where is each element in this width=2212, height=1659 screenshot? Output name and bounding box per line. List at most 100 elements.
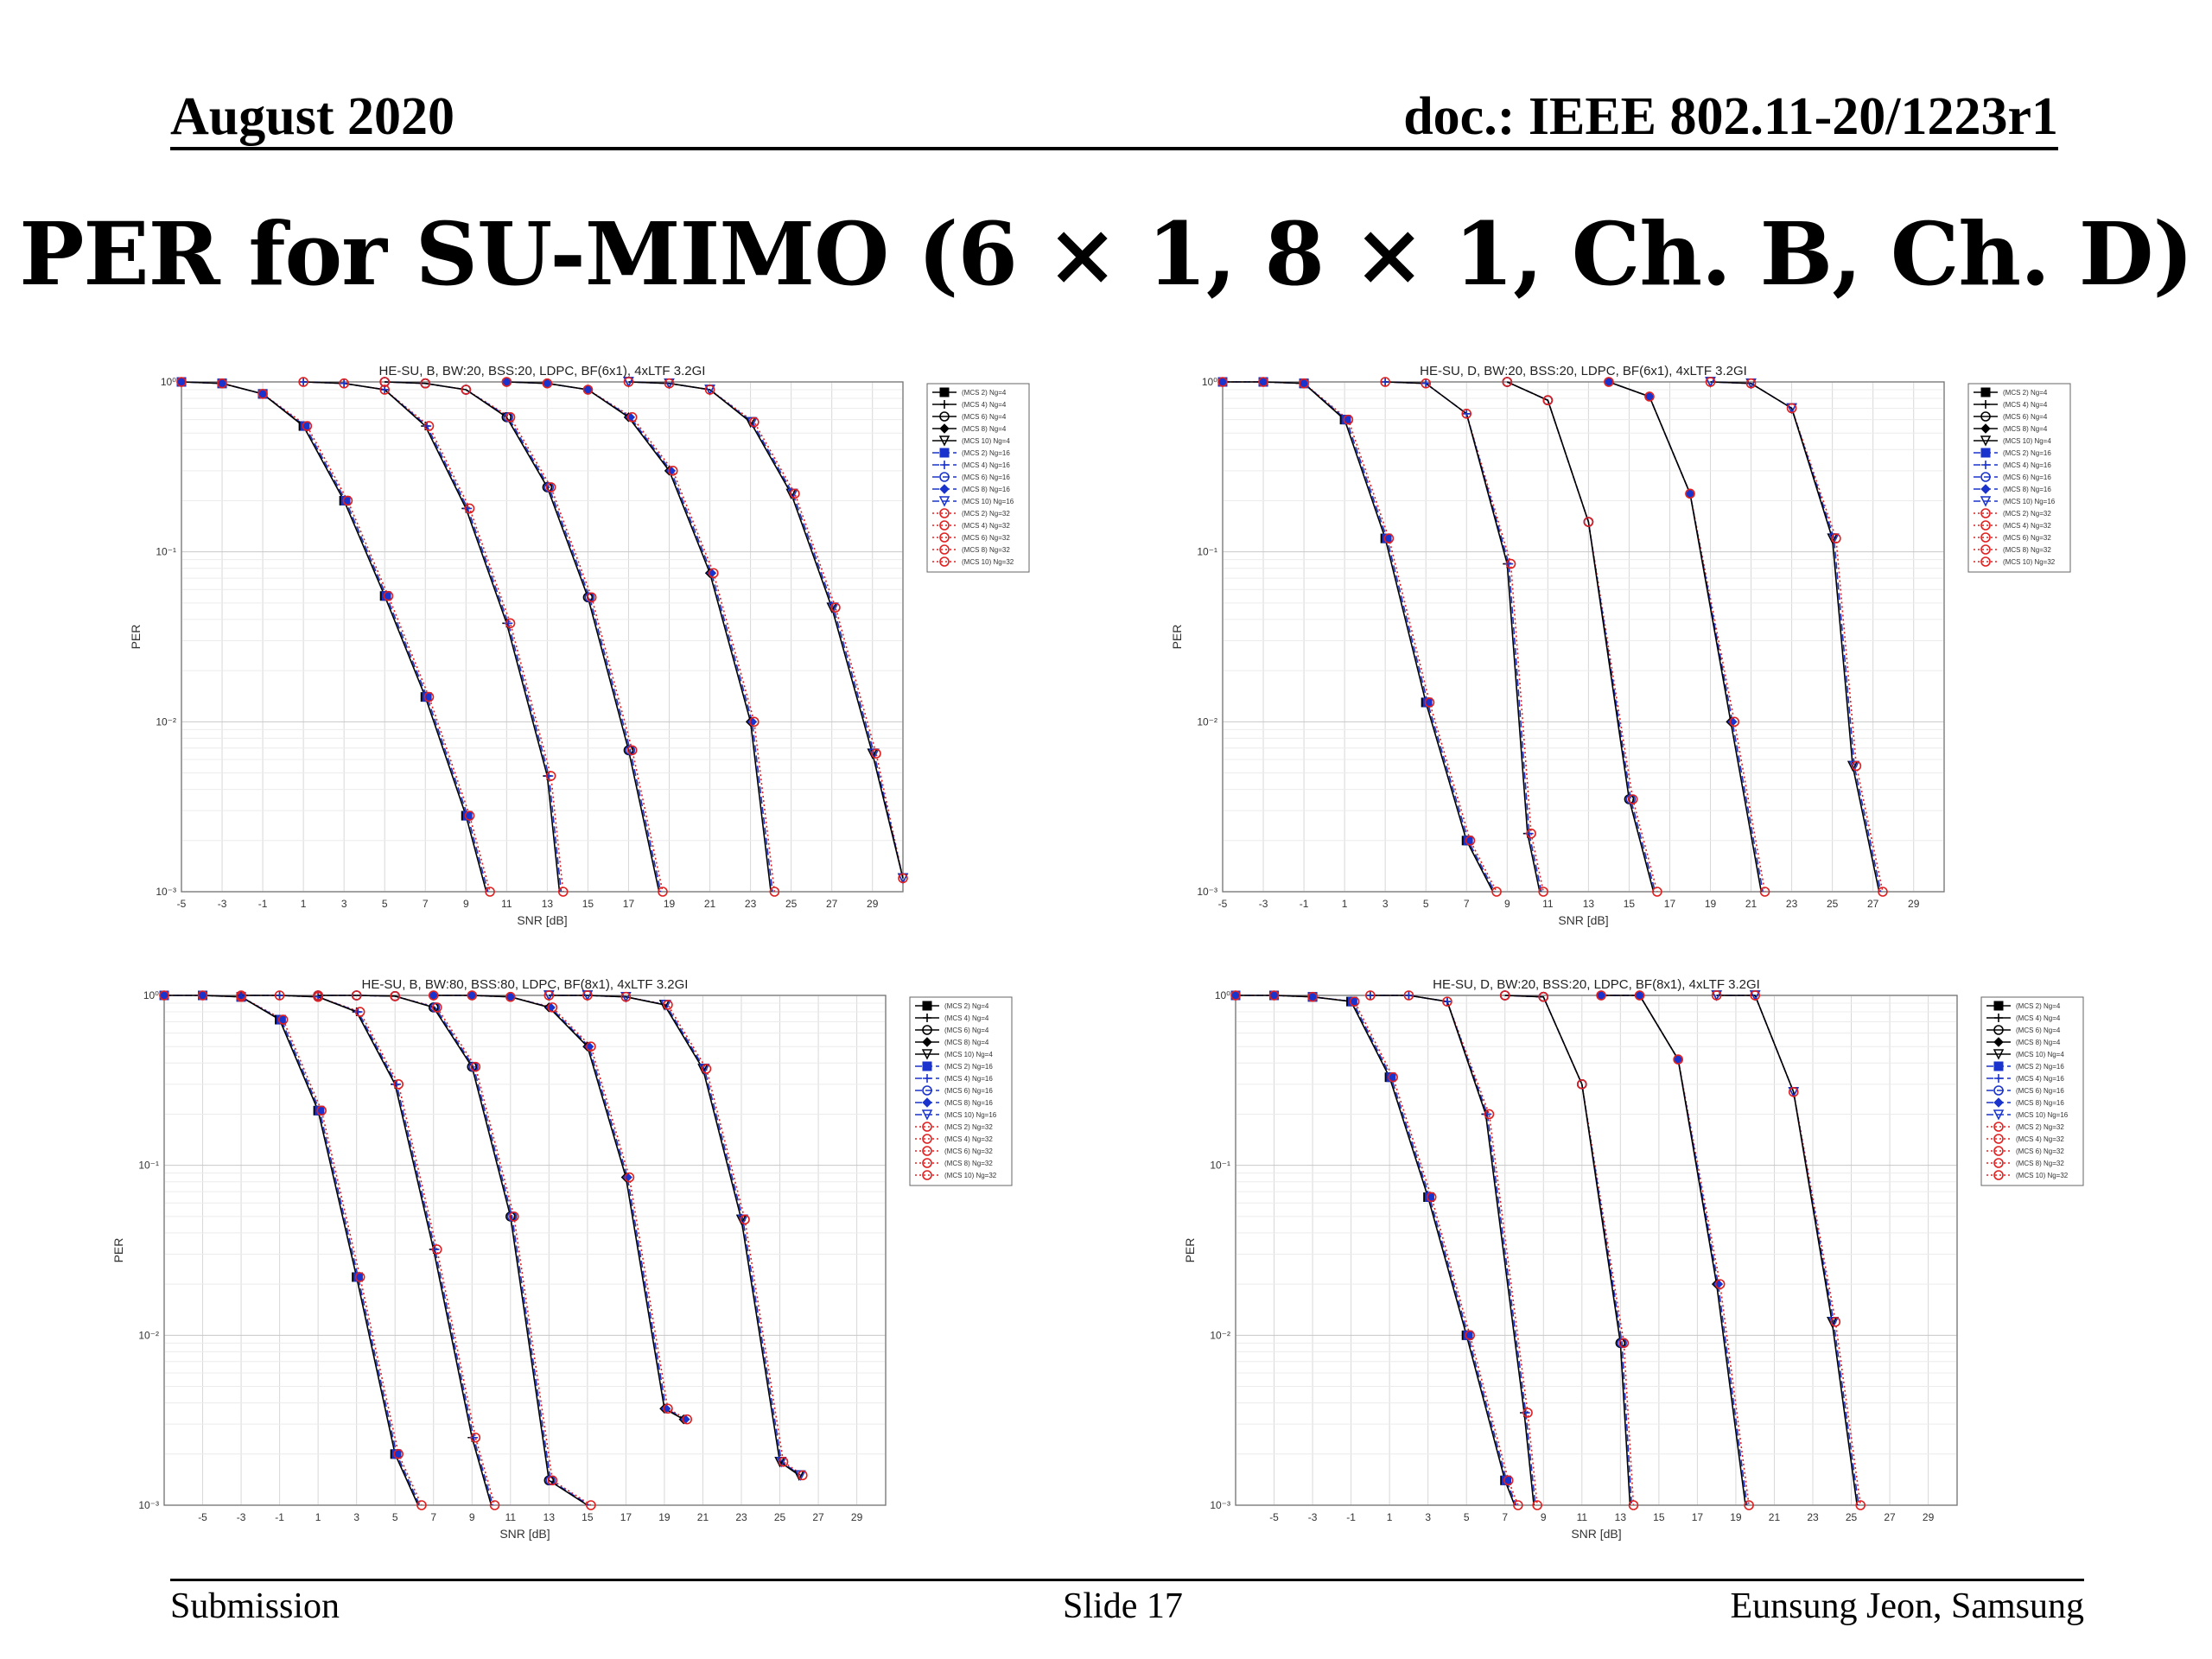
x-tick-label: 11 bbox=[1542, 898, 1554, 910]
legend-marker bbox=[1980, 423, 1991, 434]
x-tick-label: 9 bbox=[1504, 898, 1510, 910]
marker-mcs10-ng32 bbox=[701, 1064, 712, 1074]
x-tick-label: 1 bbox=[1387, 1511, 1393, 1523]
y-tick-label: 10⁻³ bbox=[1197, 886, 1217, 898]
curve-mcs10-ng4 bbox=[549, 995, 800, 1477]
marker-mcs10-ng32 bbox=[620, 991, 632, 1002]
marker-mcs8-ng32 bbox=[1729, 716, 1740, 728]
legend-label: (MCS 2) Ng=4 bbox=[944, 1002, 989, 1010]
marker-mcs6-ng32 bbox=[1583, 517, 1594, 527]
marker-mcs4-ng32 bbox=[1403, 990, 1414, 1001]
header-rule bbox=[170, 147, 2058, 150]
legend-label: (MCS 4) Ng=16 bbox=[2016, 1075, 2064, 1083]
marker-mcs8-ng32 bbox=[749, 716, 760, 728]
marker-mcs10-ng32 bbox=[1878, 887, 1888, 897]
x-tick-label: 23 bbox=[745, 898, 757, 910]
y-axis-label: PER bbox=[1170, 625, 1184, 650]
x-tick-label: 11 bbox=[501, 898, 512, 910]
x-tick-label: -5 bbox=[1218, 898, 1228, 910]
legend-marker bbox=[1980, 484, 1991, 494]
x-tick-label: 23 bbox=[1807, 1511, 1819, 1523]
legend-marker bbox=[923, 1074, 931, 1083]
marker-mcs6-ng32 bbox=[505, 412, 516, 423]
legend-label: (MCS 10) Ng=32 bbox=[2016, 1172, 2069, 1179]
marker-mcs6-ng32 bbox=[390, 991, 401, 1001]
x-tick-label: 25 bbox=[785, 898, 798, 910]
marker-mcs6-ng32 bbox=[1627, 794, 1638, 804]
legend-marker bbox=[1993, 1097, 2004, 1108]
marker-mcs4-ng32 bbox=[1461, 408, 1472, 419]
legend-label: (MCS 2) Ng=16 bbox=[2016, 1063, 2064, 1071]
legend-marker bbox=[1993, 1085, 2004, 1096]
per-chart-d-6x1: -5 -3 -1 1 3 5 7 9 11 13 15 17 19 21 23 25 27 2910⁰10⁻¹10… bbox=[1170, 364, 2071, 927]
marker-mcs4-ng32 bbox=[1380, 377, 1390, 387]
header-date: August 2020 bbox=[170, 87, 455, 146]
per-chart-b-8x1: -5 -3 -1 1 3 5 7 9 11 13 15 17 19 21 23 25 27 2910⁰10⁻¹10… bbox=[111, 977, 1013, 1541]
marker-mcs4-ng32 bbox=[1538, 887, 1548, 897]
marker-mcs10-ng32 bbox=[790, 488, 800, 499]
marker-mcs4-ng16 bbox=[275, 991, 284, 1000]
y-tick-label: 10⁻¹ bbox=[156, 546, 176, 558]
legend-marker bbox=[1993, 1134, 2004, 1144]
marker-mcs10-ng32 bbox=[798, 1470, 808, 1481]
legend-label: (MCS 2) Ng=16 bbox=[962, 449, 1010, 457]
legend-label: (MCS 2) Ng=4 bbox=[962, 389, 1007, 397]
marker-mcs6-ng32 bbox=[1499, 990, 1510, 1001]
legend-marker bbox=[1993, 1109, 2005, 1121]
x-tick-label: 29 bbox=[1923, 1511, 1935, 1523]
x-axis-label: SNR [dB] bbox=[499, 1527, 550, 1541]
legend-label: (MCS 10) Ng=4 bbox=[2016, 1051, 2064, 1058]
legend-label: (MCS 6) Ng=32 bbox=[962, 534, 1010, 542]
x-tick-label: 23 bbox=[1786, 898, 1798, 910]
marker-mcs8-ng32 bbox=[467, 990, 478, 1001]
legend-label: (MCS 10) Ng=16 bbox=[962, 498, 1014, 505]
marker-mcs10-ng32 bbox=[1705, 377, 1716, 387]
x-tick-label: 5 bbox=[1423, 898, 1429, 910]
x-tick-label: -5 bbox=[177, 898, 187, 910]
legend-label: (MCS 8) Ng=4 bbox=[962, 425, 1007, 433]
legend-marker bbox=[939, 387, 950, 397]
x-tick-label: 13 bbox=[1615, 1511, 1627, 1523]
footer-rule bbox=[170, 1579, 2084, 1581]
legend-marker bbox=[939, 544, 950, 555]
legend-label: (MCS 8) Ng=32 bbox=[2016, 1160, 2064, 1167]
legend-box bbox=[1967, 383, 2071, 573]
curve-mcs4-ng4 bbox=[241, 995, 493, 1506]
legend-marker bbox=[922, 1001, 932, 1011]
legend-label: (MCS 10) Ng=32 bbox=[962, 558, 1014, 566]
marker-mcs10-ng32 bbox=[664, 378, 675, 389]
legend-label: (MCS 6) Ng=32 bbox=[944, 1147, 993, 1155]
legend-label: (MCS 4) Ng=32 bbox=[944, 1135, 993, 1143]
marker-mcs8-ng32 bbox=[1714, 1279, 1726, 1289]
x-tick-label: -3 bbox=[1308, 1511, 1318, 1523]
curve-mcs6-ng4 bbox=[1506, 381, 1655, 893]
slide-title: PER for SU-MIMO (6 × 1, 8 × 1, Ch. B, Ch… bbox=[19, 203, 2194, 305]
marker-mcs4-ng32 bbox=[1532, 1500, 1542, 1510]
curve-mcs2-ng32 bbox=[1223, 381, 1497, 893]
x-tick-label: 3 bbox=[341, 898, 347, 910]
marker-mcs8-ng32 bbox=[667, 466, 678, 476]
marker-mcs10-ng32 bbox=[704, 385, 715, 395]
marker-mcs10-ng32 bbox=[830, 602, 841, 613]
x-tick-label: -1 bbox=[275, 1511, 284, 1523]
legend-label: (MCS 6) Ng=16 bbox=[944, 1087, 993, 1095]
marker-mcs10-ng32 bbox=[1750, 990, 1761, 1001]
curve-mcs8-ng4 bbox=[506, 381, 772, 893]
legend-marker bbox=[922, 1025, 932, 1035]
curve-mcs4-ng32 bbox=[1370, 995, 1538, 1506]
chart-title: HE-SU, B, BW:80, BSS:80, LDPC, BF(8x1), … bbox=[362, 977, 689, 992]
x-tick-label: 5 bbox=[1464, 1511, 1470, 1523]
footer-submission: Submission bbox=[170, 1586, 340, 1626]
plot-area bbox=[1235, 995, 1958, 1506]
marker-mcs4-ng32 bbox=[431, 1244, 442, 1255]
legend-marker bbox=[939, 448, 950, 458]
x-tick-label: 25 bbox=[774, 1511, 786, 1523]
x-tick-label: 9 bbox=[463, 898, 469, 910]
curve-mcs10-ng4 bbox=[628, 381, 904, 879]
legend-marker bbox=[921, 1109, 933, 1121]
marker-mcs4-ng16 bbox=[299, 378, 308, 386]
curve-mcs10-ng32 bbox=[1710, 381, 1884, 893]
x-tick-label: 1 bbox=[301, 898, 307, 910]
x-tick-label: 7 bbox=[1502, 1511, 1508, 1523]
marker-mcs2-ng32 bbox=[464, 810, 475, 821]
